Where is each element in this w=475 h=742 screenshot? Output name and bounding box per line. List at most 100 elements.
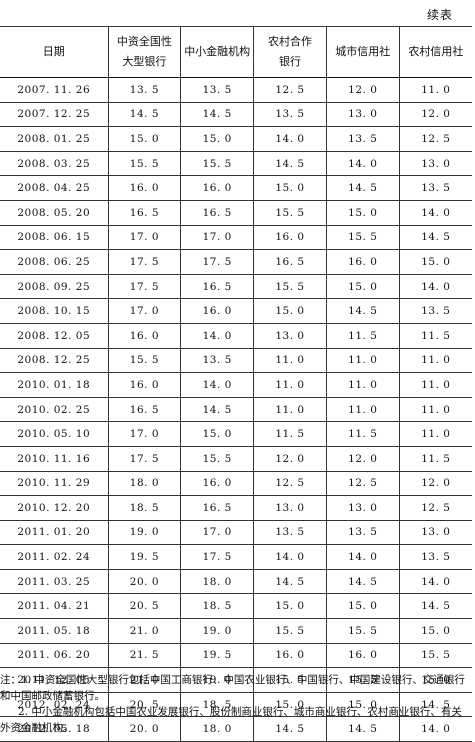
small-medium-cell: 15. 0 <box>180 126 255 152</box>
large-banks-cell: 16. 0 <box>107 175 182 201</box>
date-cell: 2011. 12. 05 <box>0 667 109 693</box>
urban-credit-cell: 12. 5 <box>325 470 400 497</box>
large-banks-cell: 21. 5 <box>107 642 182 669</box>
rural-coop-bank-cell: 15. 0 <box>253 593 327 620</box>
urban-credit-cell: 15. 5 <box>325 618 400 644</box>
table-row: 2008. 01. 25 15. 0 15. 0 14. 0 13. 5 12. 5 <box>0 126 472 152</box>
table-row: 2010. 12. 20 18. 5 16. 5 13. 0 13. 0 12. 5 <box>0 495 472 521</box>
date-cell: 2010. 11. 16 <box>0 445 109 472</box>
rural-coop-bank-cell: 12. 0 <box>253 445 327 472</box>
urban-credit-cell: 14. 5 <box>325 175 400 201</box>
continued-label: 续表 <box>426 8 453 22</box>
rural-credit-cell: 15. 0 <box>398 618 472 644</box>
urban-credit-cell: 11. 5 <box>325 421 400 447</box>
large-banks-cell: 19. 5 <box>107 544 182 570</box>
header-small-medium-institutions: 中小金融机构 <box>180 26 255 78</box>
large-banks-cell: 16. 5 <box>107 199 182 226</box>
rural-coop-bank-cell: 16. 5 <box>253 249 327 275</box>
urban-credit-cell: 15. 0 <box>325 273 400 300</box>
table-row: 2011. 01. 20 19. 0 17. 0 13. 5 13. 5 13. 0 <box>0 519 472 546</box>
date-cell: 2007. 11. 26 <box>0 77 109 103</box>
rural-coop-bank-cell: 13. 5 <box>253 101 327 128</box>
table-row: 2011. 03. 25 20. 0 18. 0 14. 5 14. 5 14. 0 <box>0 568 472 595</box>
table-row: 2010. 11. 16 17. 5 15. 5 12. 0 12. 0 11. 5 <box>0 445 472 472</box>
small-medium-cell: 14. 5 <box>180 396 255 423</box>
small-medium-cell: 14. 0 <box>180 322 255 349</box>
urban-credit-cell: 16. 0 <box>325 249 400 275</box>
table-row: 2008. 06. 15 17. 0 17. 0 16. 0 15. 5 14. 5 <box>0 224 472 251</box>
urban-credit-cell: 12. 0 <box>325 445 400 472</box>
rural-coop-bank-cell: 15. 0 <box>253 298 327 324</box>
date-cell: 2007. 12. 25 <box>0 101 109 128</box>
date-cell: 2010. 01. 18 <box>0 372 109 398</box>
table-row: 2008. 10. 15 17. 0 16. 0 15. 0 14. 5 13. 5 <box>0 298 472 324</box>
table-row: 2010. 05. 10 17. 0 15. 0 11. 5 11. 5 11. 0 <box>0 421 472 447</box>
date-cell: 2010. 02. 25 <box>0 396 109 423</box>
table-header-row: 日期 中资全国性 大型银行 中小金融机构 农村合作 银行 城市信用社 农村信用社 <box>0 26 472 78</box>
rural-coop-bank-cell: 15. 0 <box>253 175 327 201</box>
date-cell: 2011. 06. 20 <box>0 642 109 669</box>
small-medium-cell: 16. 0 <box>180 298 255 324</box>
rural-credit-cell: 11. 0 <box>398 372 472 398</box>
rural-credit-cell: 13. 0 <box>398 150 472 177</box>
date-cell: 2011. 01. 20 <box>0 519 109 546</box>
rural-credit-cell: 15. 5 <box>398 642 472 669</box>
small-medium-cell: 15. 0 <box>180 421 255 447</box>
date-cell: 2008. 12. 25 <box>0 347 109 374</box>
small-medium-cell: 16. 0 <box>180 175 255 201</box>
footnote-1: 注：1. 中资全国性大型银行包括中国工商银行、中国农业银行、中国银行、中国建设银… <box>0 674 465 702</box>
date-cell: 2011. 03. 25 <box>0 568 109 595</box>
date-cell: 2011. 05. 18 <box>0 618 109 644</box>
table-row: 2008. 12. 25 15. 5 13. 5 11. 0 11. 0 11. 0 <box>0 347 472 374</box>
rural-coop-bank-cell: 15. 5 <box>253 199 327 226</box>
large-banks-cell: 16. 0 <box>107 372 182 398</box>
large-banks-cell: 21. 0 <box>107 618 182 644</box>
rural-credit-cell: 14. 5 <box>398 593 472 620</box>
large-banks-cell: 17. 5 <box>107 249 182 275</box>
rural-credit-cell: 14. 0 <box>398 568 472 595</box>
small-medium-cell: 13. 5 <box>180 77 255 103</box>
urban-credit-cell: 14. 0 <box>325 150 400 177</box>
urban-credit-cell: 14. 0 <box>325 544 400 570</box>
table-row: 2008. 09. 25 17. 5 16. 5 15. 5 15. 0 14. 0 <box>0 273 472 300</box>
large-banks-cell: 20. 5 <box>107 691 182 718</box>
urban-credit-cell: 12. 0 <box>325 77 400 103</box>
table-row: 2011. 05. 18 21. 0 19. 0 15. 5 15. 5 15. 0 <box>0 618 472 644</box>
rural-credit-cell: 13. 5 <box>398 175 472 201</box>
header-date: 日期 <box>0 26 109 78</box>
urban-credit-cell: 11. 0 <box>325 347 400 374</box>
large-banks-cell: 17. 0 <box>107 298 182 324</box>
date-cell: 2012. 02. 24 <box>0 691 109 718</box>
urban-credit-cell: 13. 5 <box>325 519 400 546</box>
large-banks-cell: 15. 5 <box>107 347 182 374</box>
rural-coop-bank-cell: 13. 0 <box>253 322 327 349</box>
table-row: 2011. 04. 21 20. 5 18. 5 15. 0 15. 0 14. 5 <box>0 593 472 620</box>
large-banks-cell: 14. 5 <box>107 101 182 128</box>
large-banks-cell: 20. 5 <box>107 593 182 620</box>
reserve-ratio-table: 日期 中资全国性 大型银行 中小金融机构 农村合作 银行 城市信用社 农村信用社 2… <box>0 26 472 742</box>
rural-credit-cell: 13. 5 <box>398 544 472 570</box>
small-medium-cell: 16. 5 <box>180 273 255 300</box>
small-medium-cell: 18. 5 <box>180 593 255 620</box>
large-banks-cell: 20. 0 <box>107 568 182 595</box>
rural-credit-cell: 11. 0 <box>398 347 472 374</box>
large-banks-cell: 16. 0 <box>107 322 182 349</box>
rural-credit-cell: 11. 0 <box>398 421 472 447</box>
small-medium-cell: 13. 5 <box>180 347 255 374</box>
small-medium-cell: 16. 0 <box>180 470 255 497</box>
table-row: 2008. 06. 25 17. 5 17. 5 16. 5 16. 0 15. 0 <box>0 249 472 275</box>
rural-credit-cell: 12. 5 <box>398 495 472 521</box>
rural-credit-cell: 14. 0 <box>398 199 472 226</box>
urban-credit-cell: 15. 0 <box>325 593 400 620</box>
urban-credit-cell: 14. 5 <box>325 568 400 595</box>
header-urban-credit-cooperatives: 城市信用社 <box>325 26 400 78</box>
rural-coop-bank-cell: 14. 5 <box>253 568 327 595</box>
date-cell: 2010. 05. 10 <box>0 421 109 447</box>
rural-credit-cell: 11. 0 <box>398 77 472 103</box>
rural-credit-cell: 11. 5 <box>398 445 472 472</box>
small-medium-cell: 16. 5 <box>180 495 255 521</box>
large-banks-cell: 18. 0 <box>107 470 182 497</box>
urban-credit-cell: 11. 0 <box>325 396 400 423</box>
table-row: 2008. 04. 25 16. 0 16. 0 15. 0 14. 5 13. 5 <box>0 175 472 201</box>
large-banks-cell: 19. 0 <box>107 519 182 546</box>
